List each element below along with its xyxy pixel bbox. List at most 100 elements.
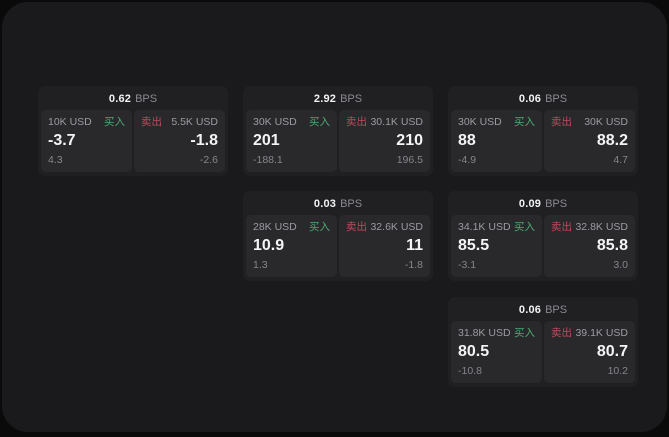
sell-tile[interactable]: 卖出 32.6K USD 11 -1.8 xyxy=(339,215,430,277)
quote-tiles: 30K USD 买入 88 -4.9 卖出 30K USD 88.2 4.7 xyxy=(448,110,638,172)
buy-price: 80.5 xyxy=(458,343,490,360)
buy-amount: 30K USD xyxy=(458,116,502,128)
buy-tile[interactable]: 31.8K USD 买入 80.5 -10.8 xyxy=(451,321,542,383)
spread-unit-label: BPS xyxy=(545,198,568,210)
spread-header: 0.03 BPS xyxy=(243,191,433,215)
sell-amount: 30.1K USD xyxy=(370,116,423,128)
spread-unit-label: BPS xyxy=(340,198,363,210)
sell-tile[interactable]: 卖出 39.1K USD 80.7 10.2 xyxy=(544,321,635,383)
quote-card-4: 0.03 BPS 28K USD 买入 10.9 1.3 卖出 32.6K US… xyxy=(243,191,433,281)
sell-amount: 32.6K USD xyxy=(370,221,423,233)
buy-price: 88 xyxy=(458,132,476,149)
sell-side-label: 卖出 xyxy=(551,327,572,339)
sell-tile[interactable]: 卖出 32.8K USD 85.8 3.0 xyxy=(544,215,635,277)
sell-side-label: 卖出 xyxy=(141,116,162,128)
sell-tile[interactable]: 卖出 30K USD 88.2 4.7 xyxy=(544,110,635,172)
sell-price: 11 xyxy=(406,237,423,254)
sell-tile[interactable]: 卖出 30.1K USD 210 196.5 xyxy=(339,110,430,172)
buy-tile-header: 31.8K USD 买入 xyxy=(458,327,535,340)
sell-amount: 30K USD xyxy=(584,116,628,128)
quote-tiles: 28K USD 买入 10.9 1.3 卖出 32.6K USD 11 -1.8 xyxy=(243,215,433,277)
buy-tile[interactable]: 28K USD 买入 10.9 1.3 xyxy=(246,215,337,277)
sell-secondary-value: 3.0 xyxy=(613,259,628,271)
sell-secondary-value: -1.8 xyxy=(404,259,423,271)
buy-tile-header: 10K USD 买入 xyxy=(48,116,125,129)
sell-side-label: 卖出 xyxy=(346,116,367,128)
quotes-panel: 0.62 BPS 10K USD 买入 -3.7 4.3 卖出 5.5K USD xyxy=(2,2,667,432)
buy-secondary-value: -4.9 xyxy=(458,154,477,166)
sell-amount: 39.1K USD xyxy=(575,327,628,339)
sell-side-label: 卖出 xyxy=(551,221,572,233)
buy-secondary-value: 4.3 xyxy=(48,154,63,166)
buy-secondary-value: -188.1 xyxy=(253,154,283,166)
sell-price: 85.8 xyxy=(596,237,628,254)
quote-card-1: 0.62 BPS 10K USD 买入 -3.7 4.3 卖出 5.5K USD xyxy=(38,86,228,176)
buy-secondary-value: -3.1 xyxy=(458,259,477,271)
sell-amount: 32.8K USD xyxy=(575,221,628,233)
spread-header: 2.92 BPS xyxy=(243,86,433,110)
sell-tile[interactable]: 卖出 5.5K USD -1.8 -2.6 xyxy=(134,110,225,172)
sell-tile-header: 卖出 39.1K USD xyxy=(551,327,628,340)
sell-price: 88.2 xyxy=(596,132,628,149)
buy-tile[interactable]: 10K USD 买入 -3.7 4.3 xyxy=(41,110,132,172)
sell-tile-header: 卖出 32.6K USD xyxy=(346,221,423,234)
quote-tiles: 34.1K USD 买入 85.5 -3.1 卖出 32.8K USD 85.8… xyxy=(448,215,638,277)
buy-side-label: 买入 xyxy=(514,327,535,339)
sell-secondary-value: 10.2 xyxy=(607,365,628,377)
spread-value: 2.92 xyxy=(313,93,337,105)
buy-side-label: 买入 xyxy=(514,221,535,233)
buy-price: -3.7 xyxy=(48,132,76,149)
spread-header: 0.62 BPS xyxy=(38,86,228,110)
buy-tile-header: 30K USD 买入 xyxy=(458,116,535,129)
spread-unit-label: BPS xyxy=(135,93,158,105)
quote-card-5: 0.09 BPS 34.1K USD 买入 85.5 -3.1 卖出 32.8K… xyxy=(448,191,638,281)
quote-card-2: 2.92 BPS 30K USD 买入 201 -188.1 卖出 30.1K … xyxy=(243,86,433,176)
spread-value: 0.06 xyxy=(518,93,542,105)
buy-amount: 10K USD xyxy=(48,116,92,128)
spread-value: 0.62 xyxy=(108,93,132,105)
buy-amount: 30K USD xyxy=(253,116,297,128)
spread-header: 0.06 BPS xyxy=(448,86,638,110)
buy-amount: 34.1K USD xyxy=(458,221,511,233)
sell-price: 80.7 xyxy=(596,343,628,360)
sell-tile-header: 卖出 32.8K USD xyxy=(551,221,628,234)
buy-amount: 31.8K USD xyxy=(458,327,511,339)
quote-card-6: 0.06 BPS 31.8K USD 买入 80.5 -10.8 卖出 39.1… xyxy=(448,297,638,387)
buy-tile-header: 30K USD 买入 xyxy=(253,116,330,129)
spread-value: 0.03 xyxy=(313,198,337,210)
sell-secondary-value: -2.6 xyxy=(199,154,218,166)
buy-tile-header: 28K USD 买入 xyxy=(253,221,330,234)
buy-side-label: 买入 xyxy=(309,116,330,128)
buy-secondary-value: -10.8 xyxy=(458,365,482,377)
buy-price: 10.9 xyxy=(253,237,285,254)
buy-secondary-value: 1.3 xyxy=(253,259,268,271)
sell-side-label: 卖出 xyxy=(346,221,367,233)
buy-tile-header: 34.1K USD 买入 xyxy=(458,221,535,234)
buy-tile[interactable]: 34.1K USD 买入 85.5 -3.1 xyxy=(451,215,542,277)
buy-tile[interactable]: 30K USD 买入 201 -188.1 xyxy=(246,110,337,172)
sell-tile-header: 卖出 5.5K USD xyxy=(141,116,218,129)
sell-side-label: 卖出 xyxy=(551,116,572,128)
buy-side-label: 买入 xyxy=(514,116,535,128)
spread-value: 0.06 xyxy=(518,304,542,316)
sell-price: 210 xyxy=(396,132,423,149)
spread-value: 0.09 xyxy=(518,198,542,210)
spread-unit-label: BPS xyxy=(340,93,363,105)
buy-side-label: 买入 xyxy=(309,221,330,233)
sell-tile-header: 卖出 30.1K USD xyxy=(346,116,423,129)
buy-price: 201 xyxy=(253,132,280,149)
buy-side-label: 买入 xyxy=(104,116,125,128)
spread-header: 0.09 BPS xyxy=(448,191,638,215)
quote-tiles: 10K USD 买入 -3.7 4.3 卖出 5.5K USD -1.8 -2.… xyxy=(38,110,228,172)
quote-tiles: 30K USD 买入 201 -188.1 卖出 30.1K USD 210 1… xyxy=(243,110,433,172)
spread-header: 0.06 BPS xyxy=(448,297,638,321)
sell-price: -1.8 xyxy=(190,132,218,149)
buy-tile[interactable]: 30K USD 买入 88 -4.9 xyxy=(451,110,542,172)
buy-price: 85.5 xyxy=(458,237,490,254)
sell-tile-header: 卖出 30K USD xyxy=(551,116,628,129)
quote-card-3: 0.06 BPS 30K USD 买入 88 -4.9 卖出 30K USD xyxy=(448,86,638,176)
buy-amount: 28K USD xyxy=(253,221,297,233)
spread-unit-label: BPS xyxy=(545,304,568,316)
spread-unit-label: BPS xyxy=(545,93,568,105)
